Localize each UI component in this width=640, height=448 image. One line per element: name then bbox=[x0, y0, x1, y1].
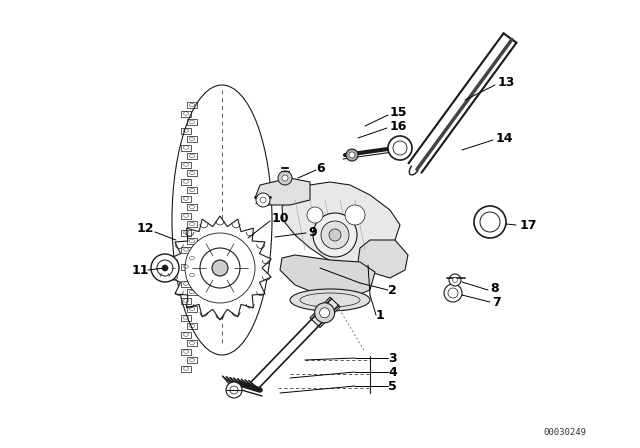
Bar bbox=[187, 221, 197, 227]
Text: 5: 5 bbox=[388, 379, 397, 392]
Text: 17: 17 bbox=[520, 219, 538, 232]
Circle shape bbox=[151, 254, 179, 282]
Bar bbox=[187, 119, 197, 125]
Bar bbox=[181, 178, 191, 185]
Circle shape bbox=[329, 229, 341, 241]
Text: 12: 12 bbox=[137, 221, 154, 234]
Text: 16: 16 bbox=[390, 120, 408, 133]
Bar bbox=[181, 161, 191, 168]
Bar bbox=[187, 204, 197, 210]
Circle shape bbox=[230, 386, 238, 394]
Text: 7: 7 bbox=[492, 296, 500, 309]
Bar bbox=[187, 306, 197, 312]
Bar bbox=[187, 255, 197, 261]
Bar bbox=[187, 170, 197, 176]
Text: 10: 10 bbox=[272, 211, 289, 224]
Circle shape bbox=[256, 193, 270, 207]
Bar bbox=[181, 195, 191, 202]
Bar bbox=[187, 238, 197, 244]
Circle shape bbox=[282, 175, 288, 181]
Circle shape bbox=[346, 149, 358, 161]
Circle shape bbox=[388, 136, 412, 160]
Circle shape bbox=[444, 284, 462, 302]
Text: 15: 15 bbox=[390, 105, 408, 119]
Bar bbox=[181, 314, 191, 320]
Circle shape bbox=[157, 260, 173, 276]
Circle shape bbox=[162, 265, 168, 271]
Circle shape bbox=[185, 233, 255, 303]
Bar bbox=[181, 246, 191, 253]
Polygon shape bbox=[358, 240, 408, 278]
Text: 2: 2 bbox=[388, 284, 397, 297]
Text: 14: 14 bbox=[496, 132, 513, 145]
Text: 8: 8 bbox=[490, 281, 499, 294]
Text: 13: 13 bbox=[498, 76, 515, 89]
Polygon shape bbox=[408, 33, 516, 173]
Bar bbox=[187, 136, 197, 142]
Bar bbox=[187, 102, 197, 108]
Bar bbox=[187, 340, 197, 346]
Circle shape bbox=[452, 277, 458, 283]
Bar bbox=[181, 366, 191, 371]
Bar bbox=[187, 289, 197, 295]
Bar bbox=[181, 332, 191, 337]
Circle shape bbox=[449, 274, 461, 286]
Bar bbox=[181, 229, 191, 236]
Text: 00030249: 00030249 bbox=[543, 427, 586, 436]
Text: 4: 4 bbox=[388, 366, 397, 379]
Bar bbox=[181, 297, 191, 303]
Polygon shape bbox=[280, 255, 375, 298]
Bar bbox=[181, 349, 191, 354]
Bar bbox=[181, 128, 191, 134]
Text: 6: 6 bbox=[316, 161, 324, 175]
Text: 11: 11 bbox=[132, 263, 150, 276]
Polygon shape bbox=[310, 297, 340, 327]
Text: 9: 9 bbox=[308, 225, 317, 238]
Bar bbox=[181, 111, 191, 116]
Text: 1: 1 bbox=[376, 309, 385, 322]
Bar bbox=[187, 187, 197, 193]
Circle shape bbox=[313, 213, 357, 257]
Circle shape bbox=[345, 205, 365, 225]
Circle shape bbox=[480, 212, 500, 232]
Bar bbox=[181, 145, 191, 151]
Bar bbox=[187, 357, 197, 363]
Bar bbox=[187, 153, 197, 159]
Circle shape bbox=[200, 248, 240, 288]
Ellipse shape bbox=[290, 289, 370, 311]
Circle shape bbox=[307, 207, 323, 223]
Circle shape bbox=[349, 152, 355, 158]
Circle shape bbox=[212, 260, 228, 276]
Circle shape bbox=[474, 206, 506, 238]
Circle shape bbox=[319, 308, 330, 318]
Circle shape bbox=[315, 303, 335, 323]
Circle shape bbox=[393, 141, 407, 155]
Circle shape bbox=[278, 171, 292, 185]
Circle shape bbox=[226, 382, 242, 398]
Polygon shape bbox=[282, 182, 400, 268]
Polygon shape bbox=[169, 216, 271, 320]
Bar bbox=[181, 280, 191, 287]
Bar bbox=[181, 263, 191, 270]
Circle shape bbox=[321, 221, 349, 249]
Bar bbox=[181, 212, 191, 219]
Bar bbox=[187, 323, 197, 329]
Text: 3: 3 bbox=[388, 352, 397, 365]
Bar bbox=[187, 272, 197, 278]
Polygon shape bbox=[255, 178, 310, 205]
Circle shape bbox=[260, 197, 266, 203]
Circle shape bbox=[448, 288, 458, 298]
